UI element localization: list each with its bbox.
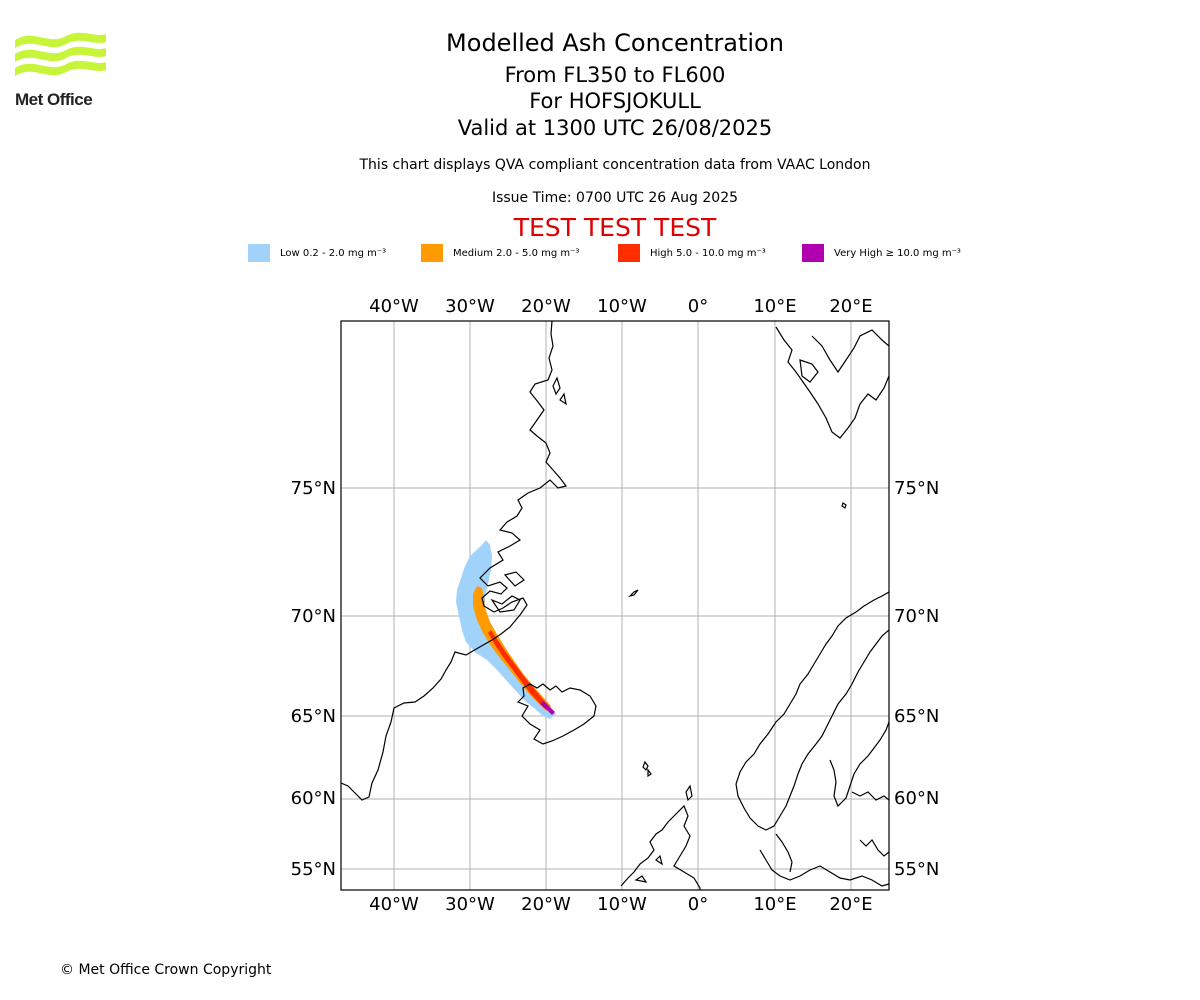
bottom-tick-10e: 10°E [753, 894, 796, 915]
ash-plume [456, 540, 556, 719]
top-tick-40w: 40°W [369, 296, 419, 317]
ash-medium-area [473, 586, 551, 711]
top-axis-labels: 40°W 30°W 20°W 10°W 0° 10°E 20°E [369, 296, 872, 317]
right-tick-60n: 60°N [894, 788, 939, 809]
legend-swatch-low [248, 244, 270, 262]
coastline-scotland [620, 804, 701, 890]
right-tick-55n: 55°N [894, 859, 939, 880]
legend-swatch-high [618, 244, 640, 262]
coastlines [341, 321, 889, 890]
copyright-footer: © Met Office Crown Copyright [60, 962, 272, 978]
top-tick-10e: 10°E [753, 296, 796, 317]
valid-time: Valid at 1300 UTC 26/08/2025 [457, 116, 773, 140]
coastline-greenland [341, 321, 568, 801]
left-tick-60n: 60°N [291, 788, 336, 809]
volcano-name: For HOFSJOKULL [529, 89, 701, 113]
top-tick-20e: 20°E [829, 296, 872, 317]
right-tick-65n: 65°N [894, 706, 939, 727]
bottom-tick-20w: 20°W [521, 894, 571, 915]
bottom-axis-labels: 40°W 30°W 20°W 10°W 0° 10°E 20°E [369, 894, 872, 915]
legend-item-low: Low 0.2 - 2.0 mg m⁻³ [248, 244, 386, 262]
logo-text: Met Office [15, 90, 93, 109]
issue-time: Issue Time: 0700 UTC 26 Aug 2025 [491, 190, 739, 206]
map-gridlines [341, 321, 889, 890]
bottom-tick-10w: 10°W [597, 894, 647, 915]
right-tick-70n: 70°N [894, 606, 939, 627]
legend-swatch-medium [421, 244, 443, 262]
test-banner: TEST TEST TEST [513, 213, 717, 242]
map-frame [340, 320, 890, 891]
bottom-tick-20e: 20°E [829, 894, 872, 915]
legend-item-very-high: Very High ≥ 10.0 mg m⁻³ [802, 244, 961, 262]
top-tick-10w: 10°W [597, 296, 647, 317]
left-axis-labels: 75°N 70°N 65°N 60°N 55°N [291, 478, 336, 880]
left-tick-55n: 55°N [291, 859, 336, 880]
chart-title: Modelled Ash Concentration [446, 29, 784, 57]
legend-item-medium: Medium 2.0 - 5.0 mg m⁻³ [421, 244, 579, 262]
coastline-svalbard [775, 326, 889, 439]
right-tick-75n: 75°N [894, 478, 939, 499]
legend-label-high: High 5.0 - 10.0 mg m⁻³ [650, 247, 766, 259]
coastline-norway [735, 591, 889, 785]
chart-subtitle: This chart displays QVA compliant concen… [359, 157, 871, 173]
ash-low-area [456, 540, 556, 719]
ash-high-area [488, 630, 549, 710]
bottom-tick-30w: 30°W [445, 894, 495, 915]
top-tick-30w: 30°W [445, 296, 495, 317]
met-office-wave-icon [15, 32, 106, 76]
flight-levels: From FL350 to FL600 [504, 63, 726, 87]
legend-label-medium: Medium 2.0 - 5.0 mg m⁻³ [453, 247, 580, 259]
coastline-iceland [516, 683, 597, 745]
coastline-sweden [825, 629, 889, 729]
ash-very-high-area [540, 701, 555, 715]
right-axis-labels: 75°N 70°N 65°N 60°N 55°N [894, 478, 939, 880]
bottom-tick-0: 0° [688, 894, 708, 915]
legend-label-very-high: Very High ≥ 10.0 mg m⁻³ [834, 247, 961, 259]
met-office-logo: Met Office [14, 30, 109, 112]
top-tick-20w: 20°W [521, 296, 571, 317]
legend-swatch-very-high [802, 244, 824, 262]
bottom-tick-40w: 40°W [369, 894, 419, 915]
left-tick-75n: 75°N [291, 478, 336, 499]
legend-item-high: High 5.0 - 10.0 mg m⁻³ [618, 244, 766, 262]
left-tick-65n: 65°N [291, 706, 336, 727]
top-tick-0: 0° [688, 296, 708, 317]
legend-label-low: Low 0.2 - 2.0 mg m⁻³ [280, 247, 387, 259]
left-tick-70n: 70°N [291, 606, 336, 627]
